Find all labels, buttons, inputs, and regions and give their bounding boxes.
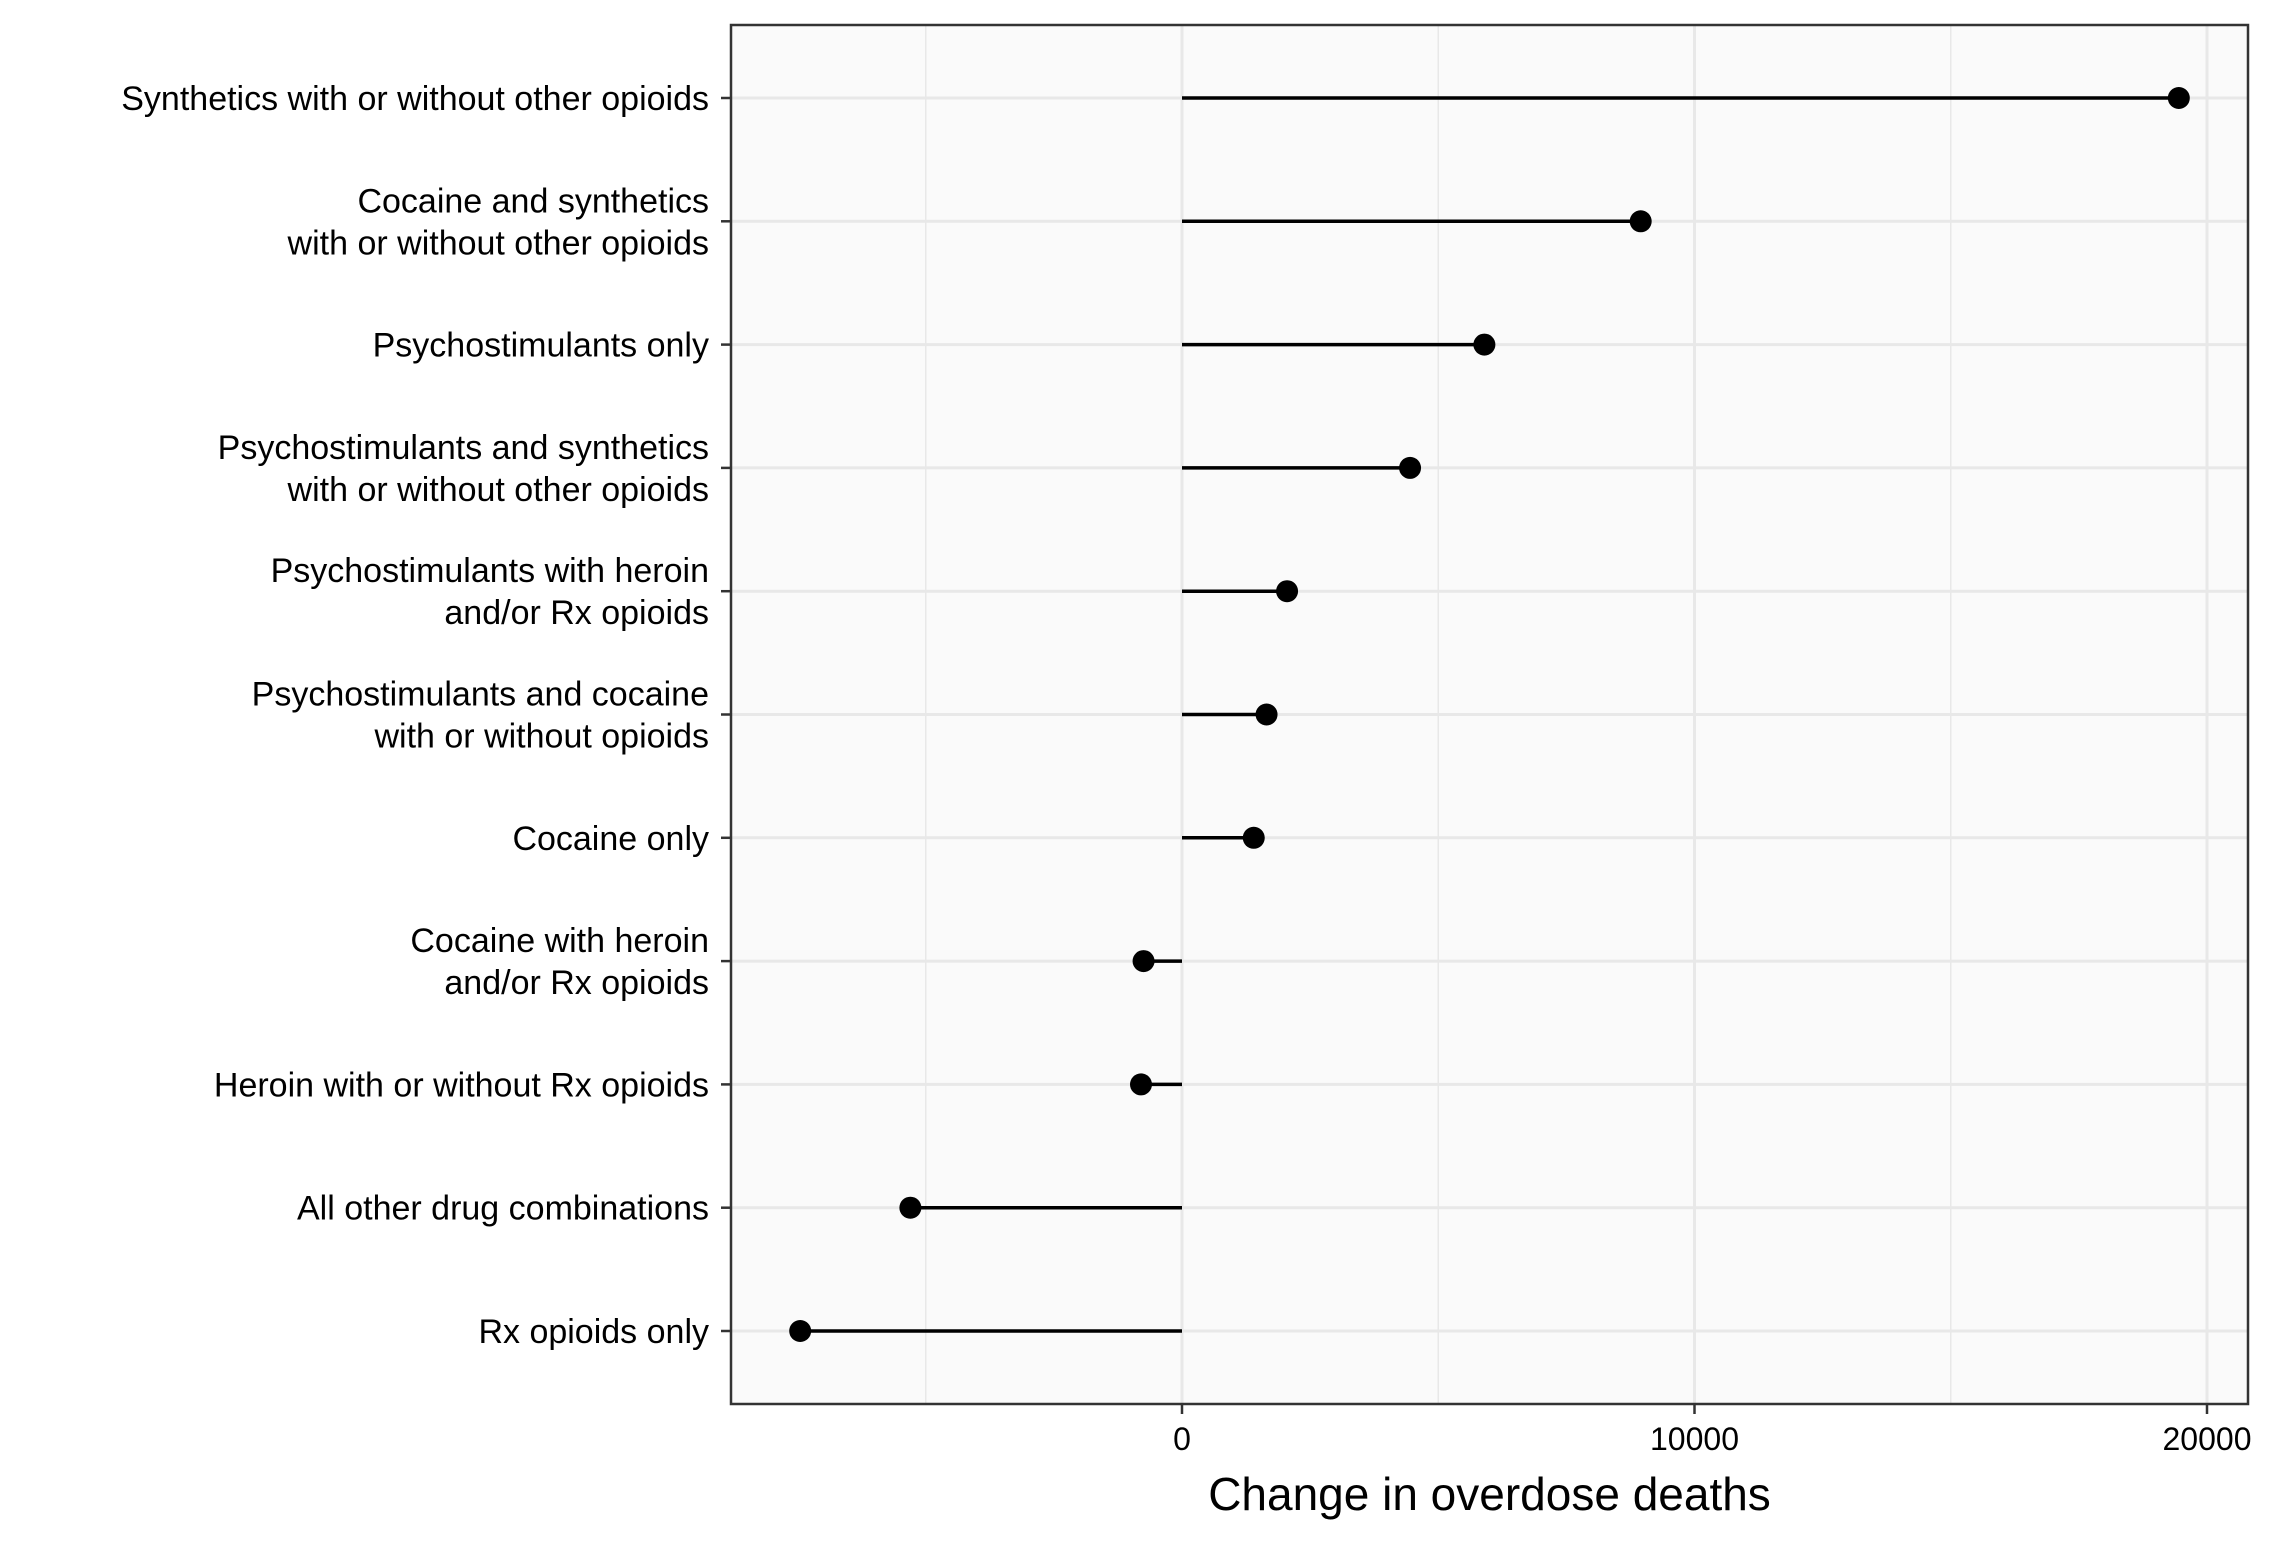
- lollipop-point: [899, 1196, 922, 1219]
- y-tick-label: Psychostimulants with heroin and/or Rx op…: [271, 552, 709, 632]
- grid-lines: [731, 25, 2248, 1404]
- y-tick-label: Psychostimulants and synthetics with or w…: [218, 429, 709, 509]
- y-tick-label: Psychostimulants only: [373, 327, 709, 365]
- y-tick-label: Psychostimulants and cocaine with or with…: [252, 676, 709, 756]
- axes: Synthetics with or without other opioids…: [121, 80, 2251, 1457]
- y-tick-label: Cocaine only: [512, 820, 709, 858]
- lollipop-point: [1629, 210, 1652, 233]
- lollipop-point: [1473, 333, 1496, 356]
- lollipop-point: [1255, 703, 1278, 726]
- y-tick-label: Rx opioids only: [478, 1313, 709, 1351]
- y-tick-label: All other drug combinations: [297, 1190, 709, 1228]
- x-axis-title: Change in overdose deaths: [1208, 1468, 1771, 1520]
- y-tick-label: Cocaine and synthetics with or without ot…: [287, 182, 709, 262]
- data-marks: [789, 87, 2190, 1342]
- lollipop-point: [1242, 826, 1265, 849]
- lollipop-point: [1132, 950, 1155, 973]
- lollipop-point: [1276, 580, 1299, 603]
- lollipop-point: [1399, 456, 1422, 479]
- x-tick-label: 0: [1173, 1421, 1191, 1457]
- lollipop-point: [1130, 1073, 1152, 1096]
- x-tick-label: 20000: [2163, 1421, 2252, 1457]
- y-tick-label: Heroin with or without Rx opioids: [214, 1066, 709, 1104]
- x-tick-label: 10000: [1650, 1421, 1739, 1457]
- y-tick-label: Synthetics with or without other opioids: [121, 80, 709, 118]
- y-tick-label: Cocaine with heroin and/or Rx opioids: [410, 922, 709, 1002]
- lollipop-point: [2167, 87, 2190, 109]
- lollipop-point: [789, 1320, 812, 1342]
